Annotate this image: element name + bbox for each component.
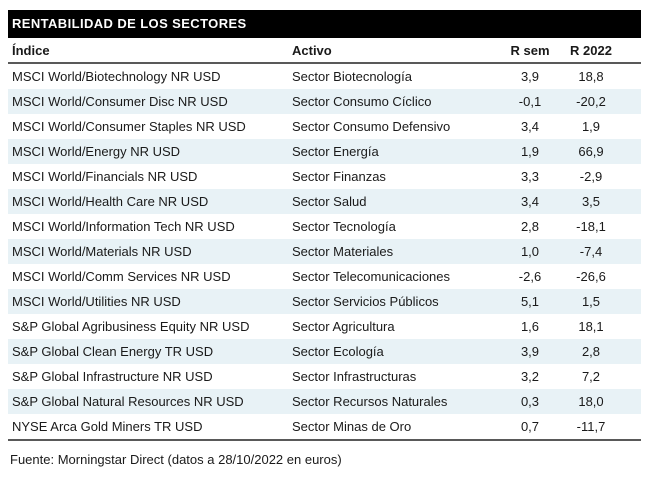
cell-index-name: MSCI World/Energy NR USD: [12, 144, 181, 159]
bottom-divider: [8, 439, 641, 441]
cell-sector-name: Sector Minas de Oro: [292, 419, 412, 434]
cell-index-name: MSCI World/Financials NR USD: [12, 169, 198, 184]
sector-returns-table: RENTABILIDAD DE LOS SECTORES Índice Acti…: [8, 10, 641, 467]
cell-r-2022-value: 1,9: [581, 119, 601, 134]
cell-sector-name: Sector Biotecnología: [292, 69, 412, 84]
table-row: MSCI World/Materials NR USD Sector Mater…: [8, 239, 641, 264]
cell-sector-name: Sector Finanzas: [292, 169, 386, 184]
table-row: MSCI World/Health Care NR USD Sector Sal…: [8, 189, 641, 214]
cell-index-name: MSCI World/Materials NR USD: [12, 244, 192, 259]
cell-index-name: MSCI World/Health Care NR USD: [12, 194, 209, 209]
column-header-indice: Índice: [12, 42, 50, 58]
table-header-row: Índice Activo R sem R 2022: [8, 38, 641, 62]
table-row: MSCI World/Consumer Staples NR USD Secto…: [8, 114, 641, 139]
cell-r-2022-value: 18,0: [578, 394, 604, 409]
cell-r-sem-value: -0,1: [518, 94, 542, 109]
table-row: NYSE Arca Gold Miners TR USD Sector Mina…: [8, 414, 641, 439]
cell-r-sem-value: 1,9: [520, 144, 540, 159]
source-note: Fuente: Morningstar Direct (datos a 28/1…: [10, 452, 342, 467]
cell-r-sem-value: 3,4: [520, 194, 540, 209]
cell-r-sem-value: 3,9: [520, 69, 540, 84]
cell-sector-name: Sector Recursos Naturales: [292, 394, 448, 409]
cell-index-name: S&P Global Clean Energy TR USD: [12, 344, 214, 359]
table-body: MSCI World/Biotechnology NR USD Sector B…: [8, 64, 641, 439]
cell-sector-name: Sector Tecnología: [292, 219, 396, 234]
table-row: MSCI World/Comm Services NR USD Sector T…: [8, 264, 641, 289]
cell-sector-name: Sector Agricultura: [292, 319, 395, 334]
cell-r-2022-value: -20,2: [576, 94, 606, 109]
table-row: S&P Global Natural Resources NR USD Sect…: [8, 389, 641, 414]
cell-r-2022-value: 66,9: [578, 144, 604, 159]
cell-r-2022-value: 7,2: [581, 369, 601, 384]
column-header-r-2022: R 2022: [570, 42, 612, 58]
cell-r-2022-value: -11,7: [576, 419, 606, 434]
table-row: S&P Global Infrastructure NR USD Sector …: [8, 364, 641, 389]
cell-r-sem-value: 3,3: [520, 169, 540, 184]
cell-index-name: MSCI World/Comm Services NR USD: [12, 269, 231, 284]
cell-index-name: S&P Global Natural Resources NR USD: [12, 394, 244, 409]
cell-sector-name: Sector Telecomunicaciones: [292, 269, 451, 284]
cell-index-name: S&P Global Infrastructure NR USD: [12, 369, 213, 384]
cell-index-name: NYSE Arca Gold Miners TR USD: [12, 419, 203, 434]
cell-r-sem-value: 3,2: [520, 369, 540, 384]
cell-r-2022-value: -26,6: [576, 269, 606, 284]
cell-r-sem-value: 1,6: [520, 319, 540, 334]
cell-sector-name: Sector Consumo Defensivo: [292, 119, 451, 134]
table-row: MSCI World/Consumer Disc NR USD Sector C…: [8, 89, 641, 114]
cell-index-name: MSCI World/Biotechnology NR USD: [12, 69, 221, 84]
cell-sector-name: Sector Salud: [292, 194, 367, 209]
cell-index-name: MSCI World/Utilities NR USD: [12, 294, 181, 309]
cell-r-2022-value: 3,5: [581, 194, 601, 209]
table-row: S&P Global Clean Energy TR USD Sector Ec…: [8, 339, 641, 364]
column-header-activo: Activo: [292, 42, 332, 58]
table-title: RENTABILIDAD DE LOS SECTORES: [8, 10, 641, 38]
table-row: MSCI World/Utilities NR USD Sector Servi…: [8, 289, 641, 314]
cell-index-name: MSCI World/Consumer Disc NR USD: [12, 94, 228, 109]
cell-index-name: S&P Global Agribusiness Equity NR USD: [12, 319, 250, 334]
cell-r-2022-value: 2,8: [581, 344, 601, 359]
cell-r-2022-value: -18,1: [576, 219, 606, 234]
cell-sector-name: Sector Infrastructuras: [292, 369, 417, 384]
cell-sector-name: Sector Ecología: [292, 344, 384, 359]
cell-r-sem-value: 3,9: [520, 344, 540, 359]
cell-sector-name: Sector Servicios Públicos: [292, 294, 439, 309]
cell-index-name: MSCI World/Consumer Staples NR USD: [12, 119, 246, 134]
cell-sector-name: Sector Consumo Cíclico: [292, 94, 432, 109]
cell-r-sem-value: 0,3: [520, 394, 540, 409]
cell-r-sem-value: 2,8: [520, 219, 540, 234]
cell-sector-name: Sector Materiales: [292, 244, 394, 259]
cell-r-sem-value: 5,1: [520, 294, 540, 309]
cell-r-2022-value: 1,5: [581, 294, 601, 309]
table-row: MSCI World/Biotechnology NR USD Sector B…: [8, 64, 641, 89]
cell-r-2022-value: 18,1: [578, 319, 604, 334]
cell-sector-name: Sector Energía: [292, 144, 379, 159]
column-header-r-sem: R sem: [510, 42, 550, 58]
cell-r-2022-value: -7,4: [579, 244, 603, 259]
table-row: S&P Global Agribusiness Equity NR USD Se…: [8, 314, 641, 339]
cell-r-sem-value: 3,4: [520, 119, 540, 134]
cell-index-name: MSCI World/Information Tech NR USD: [12, 219, 235, 234]
table-row: MSCI World/Information Tech NR USD Secto…: [8, 214, 641, 239]
table-row: MSCI World/Energy NR USD Sector Energía …: [8, 139, 641, 164]
cell-r-2022-value: -2,9: [579, 169, 603, 184]
cell-r-sem-value: 0,7: [520, 419, 540, 434]
cell-r-2022-value: 18,8: [578, 69, 604, 84]
cell-r-sem-value: -2,6: [518, 269, 542, 284]
table-row: MSCI World/Financials NR USD Sector Fina…: [8, 164, 641, 189]
cell-r-sem-value: 1,0: [520, 244, 540, 259]
header-divider: [8, 62, 641, 64]
